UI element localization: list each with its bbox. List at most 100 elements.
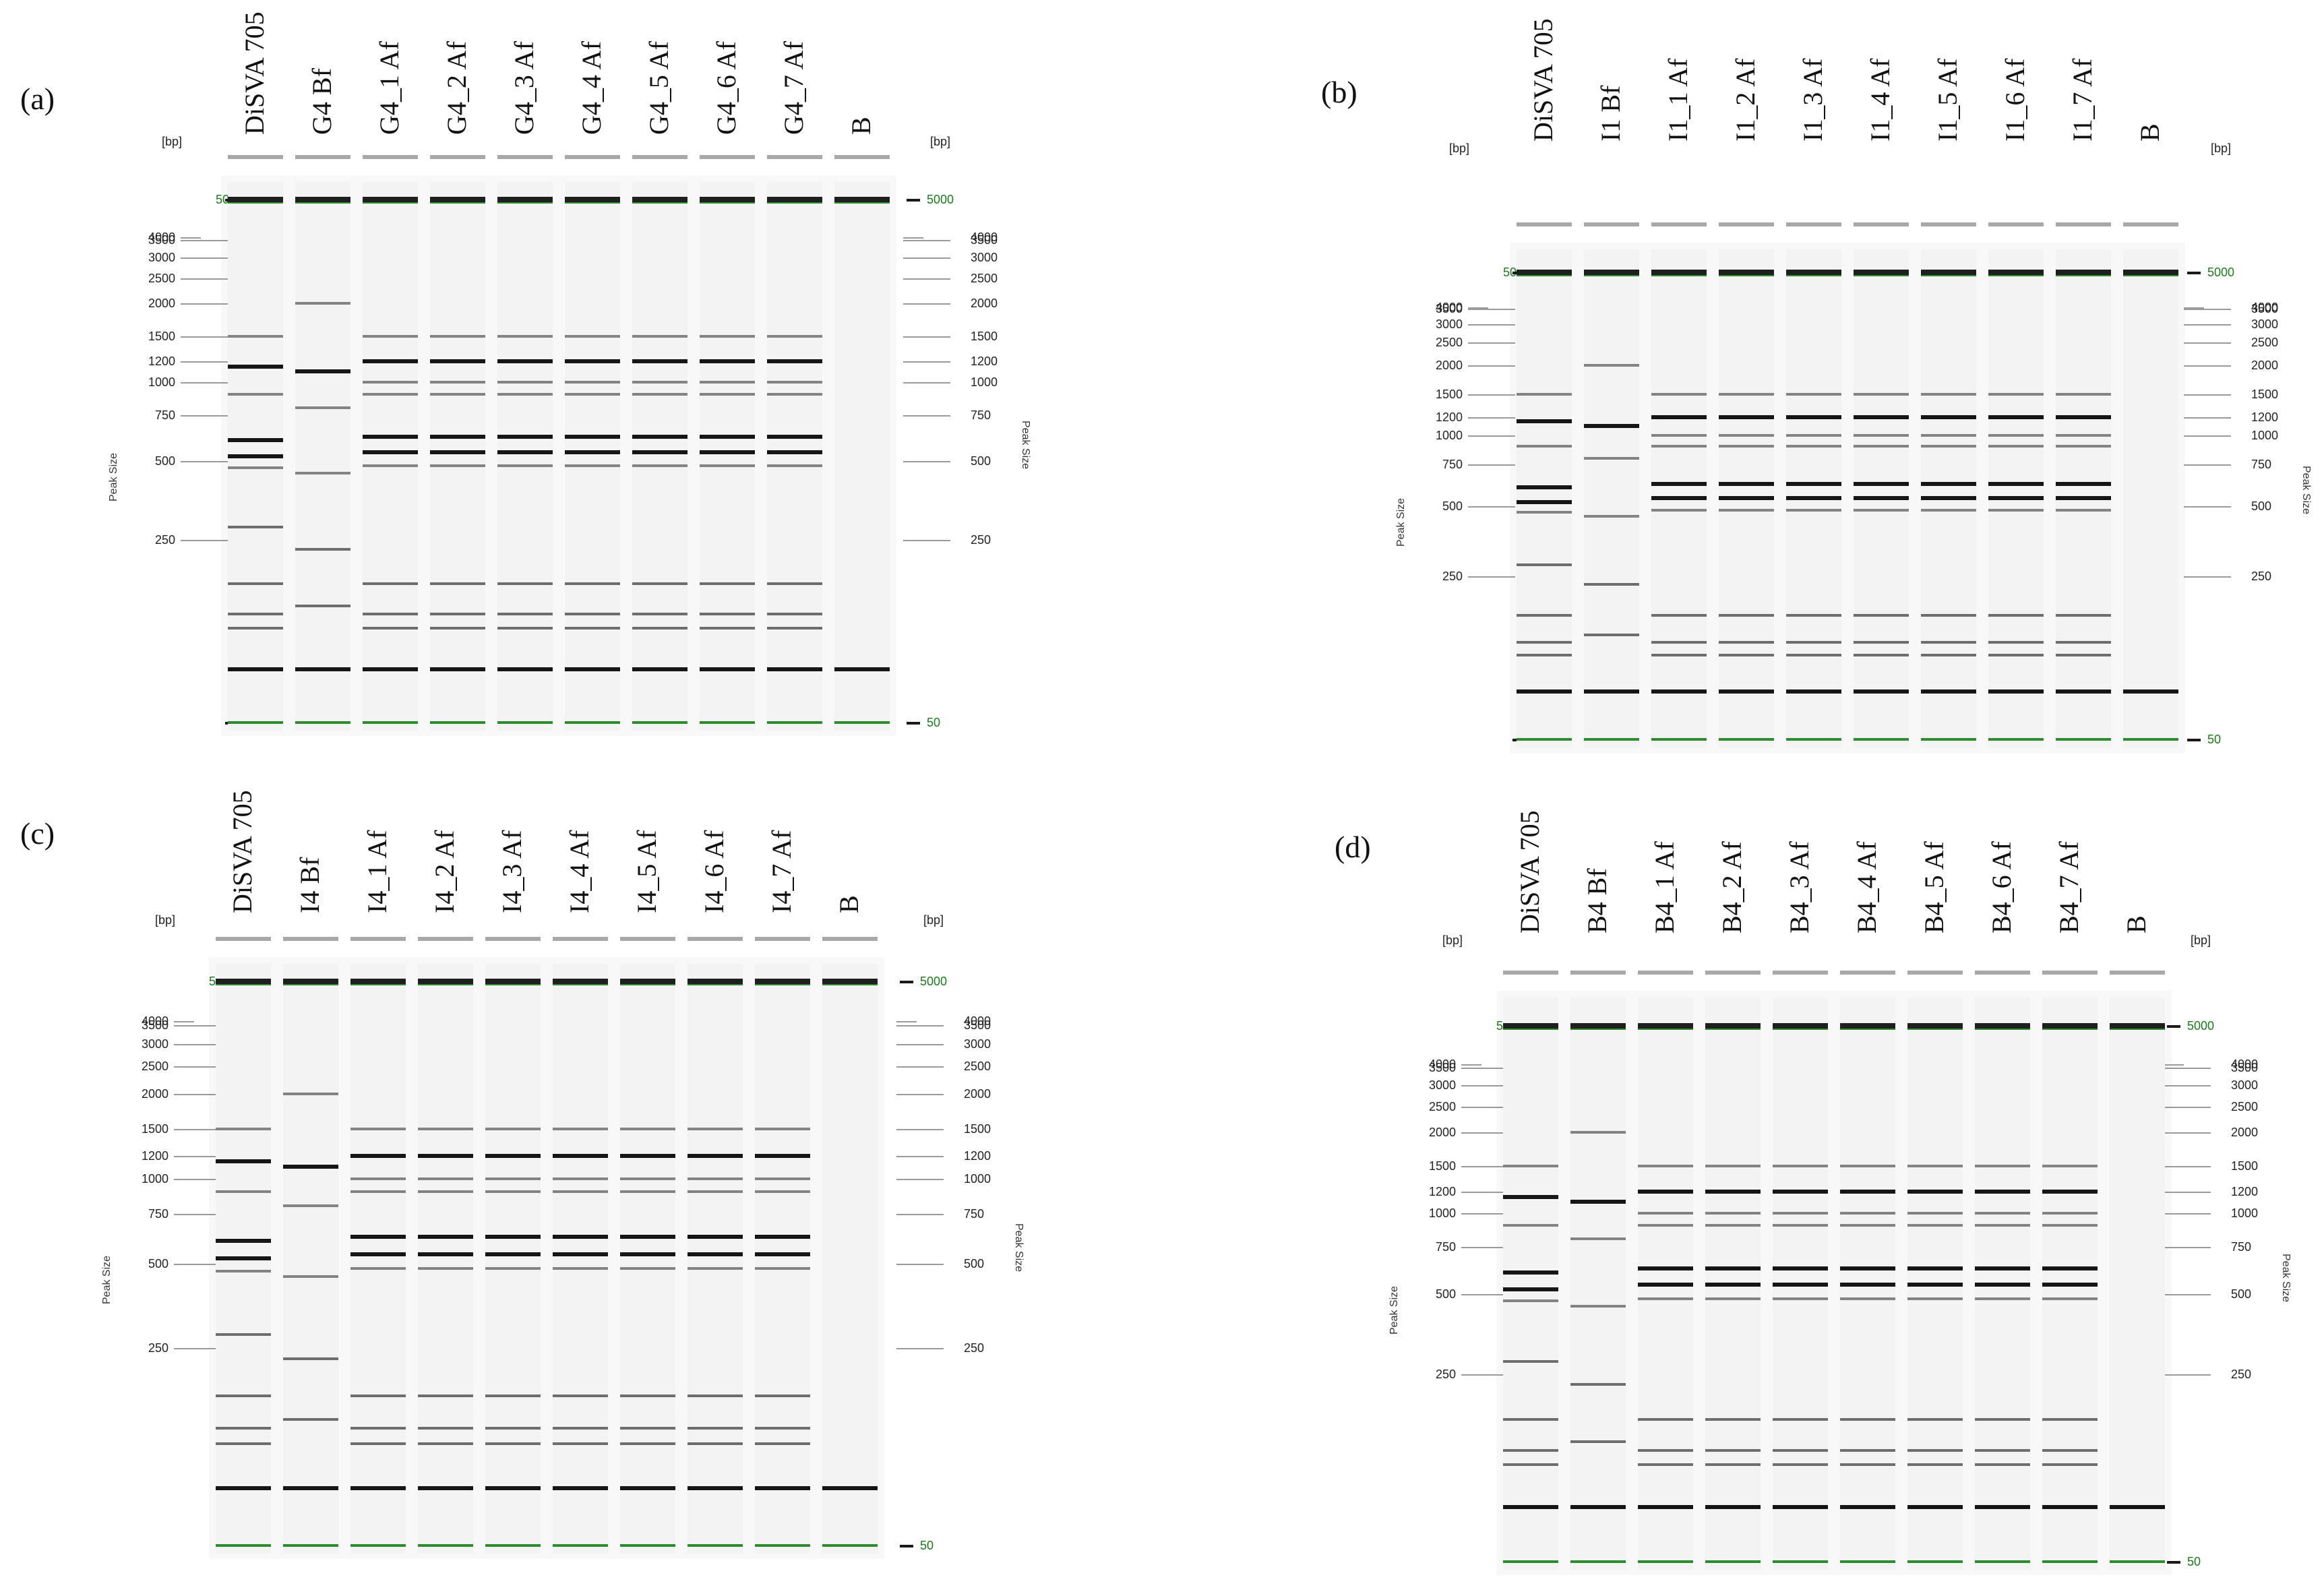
dna-band	[216, 1256, 271, 1261]
dna-band	[700, 582, 755, 585]
marker-band	[430, 197, 485, 204]
lane-label: B4_5 Af	[1919, 841, 1949, 933]
lane-label: DiSVA 705	[1528, 18, 1558, 142]
ladder-tick-right	[903, 278, 950, 280]
dna-band	[1854, 482, 1909, 487]
ladder-tick-left	[1461, 1064, 1481, 1066]
dna-band	[1975, 1224, 2030, 1227]
gel-lane	[2042, 998, 2098, 1570]
dna-band	[632, 450, 687, 455]
dna-band	[2042, 1211, 2098, 1215]
dna-band	[1719, 445, 1774, 448]
dna-band	[1921, 445, 1976, 448]
marker-band	[620, 979, 675, 985]
dna-band	[553, 1154, 608, 1159]
dna-band	[1638, 1449, 1693, 1452]
dna-band	[1907, 1449, 1963, 1452]
dna-band	[755, 1266, 810, 1270]
dna-band	[350, 1177, 406, 1180]
lane-well	[834, 155, 890, 159]
dna-band	[216, 1127, 271, 1130]
marker-label-right: 50	[2207, 733, 2222, 746]
marker-band	[350, 1544, 406, 1547]
dna-band	[350, 1442, 406, 1445]
dna-band	[350, 1394, 406, 1397]
ladder-label-right: 250	[964, 1341, 985, 1355]
gel-lane	[1570, 998, 1626, 1570]
dna-band	[755, 1235, 810, 1239]
lane-label: I4_6 Af	[699, 830, 729, 913]
dna-band	[1584, 515, 1639, 518]
marker-tick-right	[900, 1545, 913, 1547]
dna-band	[1907, 1266, 1963, 1271]
dna-band	[1854, 393, 1909, 396]
ladder-label-right: 1000	[964, 1171, 991, 1186]
ladder-tick-right	[903, 361, 950, 363]
lane-well	[1921, 222, 1976, 226]
marker-band	[1840, 1560, 1895, 1563]
dna-band	[1517, 689, 1572, 694]
dna-band	[1907, 1504, 1963, 1509]
dna-band	[1503, 1194, 1558, 1199]
dna-band	[350, 1127, 406, 1130]
bp-unit-right: [bp]	[2191, 933, 2211, 947]
dna-band	[1570, 1200, 1626, 1204]
dna-band	[700, 359, 755, 364]
dna-band	[1854, 508, 1909, 512]
ladder-label-left: 1000	[1428, 1206, 1456, 1220]
marker-band	[2110, 1560, 2165, 1563]
dna-band	[1854, 434, 1909, 437]
gel-lane	[822, 964, 878, 1554]
dna-band	[363, 381, 418, 384]
gel-lane	[216, 964, 271, 1554]
dna-band	[755, 1252, 810, 1256]
gel-lane	[1854, 249, 1909, 747]
lane-label: B4_7 Af	[2054, 841, 2084, 933]
dna-band	[1786, 613, 1841, 617]
ladder-tick-right	[2184, 505, 2231, 508]
dna-band	[1503, 1299, 1558, 1303]
dna-band	[632, 667, 687, 671]
dna-band	[228, 454, 283, 459]
lane-label: G4_2 Af	[441, 41, 472, 135]
gel-lane	[350, 964, 406, 1554]
marker-band	[1854, 270, 1909, 276]
bp-unit-left: [bp]	[1442, 933, 1463, 947]
gel-lane	[363, 182, 418, 731]
ladder-label-right: 4000	[2231, 1057, 2259, 1071]
dna-band	[2056, 508, 2111, 512]
marker-tick-right	[2167, 1561, 2180, 1564]
ladder-label-left: 2000	[141, 1086, 169, 1101]
dna-band	[1719, 641, 1774, 644]
ladder-tick-left	[1461, 1106, 1508, 1108]
dna-band	[565, 359, 620, 364]
ladder-label-right: 1200	[2251, 410, 2279, 424]
dna-band	[1651, 653, 1707, 656]
marker-band	[687, 979, 743, 985]
gel-lane	[2110, 998, 2165, 1570]
dna-band	[1705, 1190, 1761, 1194]
dna-band	[1705, 1449, 1761, 1452]
gel-panel-a: (a) [bp] [bp] Peak Size Peak Size 4000 3500 300…	[0, 0, 1051, 755]
ladder-label-left: 3500	[1435, 301, 1463, 315]
dna-band	[1854, 495, 1909, 500]
dna-band	[216, 1332, 271, 1336]
marker-band	[228, 721, 283, 724]
ladder-label-left: 3000	[1428, 1078, 1456, 1093]
panel-label: (b)	[1321, 75, 1357, 109]
dna-band	[1651, 393, 1707, 396]
dna-band	[1705, 1297, 1761, 1300]
gel-lane	[283, 964, 338, 1554]
dna-band	[497, 582, 553, 585]
ladder-label-left: 500	[1442, 499, 1463, 513]
lane-well	[1840, 971, 1895, 975]
panel-label: (c)	[20, 816, 55, 851]
marker-label-right: 5000	[927, 193, 954, 206]
dna-band	[700, 450, 755, 455]
dna-band	[363, 334, 418, 338]
lane-well	[418, 937, 473, 941]
ladder-tick-left	[1468, 324, 1515, 326]
dna-band	[1719, 613, 1774, 617]
dna-band	[1503, 1164, 1558, 1167]
dna-band	[1503, 1449, 1558, 1452]
